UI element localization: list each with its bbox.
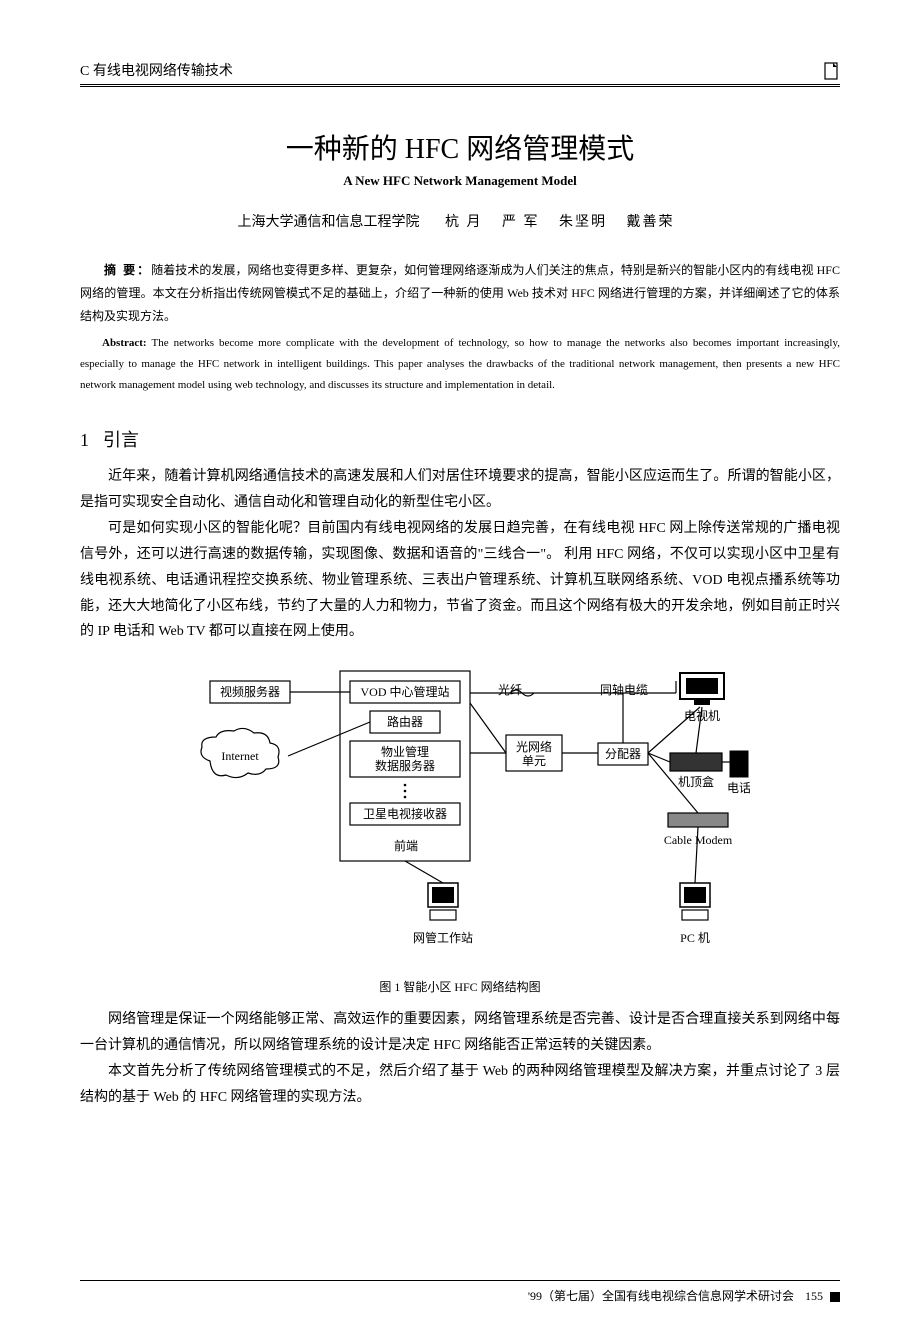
author: 严 军	[502, 215, 540, 230]
svg-text:物业管理: 物业管理	[381, 744, 429, 759]
svg-text:Internet: Internet	[221, 749, 259, 763]
svg-text:Cable Modem: Cable Modem	[664, 833, 733, 847]
paper-title-en: A New HFC Network Management Model	[80, 173, 840, 189]
header-category: C 有线电视网络传输技术	[80, 60, 233, 80]
affiliation: 上海大学通信和信息工程学院	[238, 215, 420, 230]
svg-text:网管工作站: 网管工作站	[413, 930, 473, 945]
author: 杭 月	[445, 215, 483, 230]
section-number: 1	[80, 430, 89, 450]
svg-text:卫星电视接收器: 卫星电视接收器	[363, 806, 447, 821]
svg-text:分配器: 分配器	[605, 747, 641, 761]
svg-text:机顶盒: 机顶盒	[678, 774, 714, 789]
svg-text:光纤: 光纤	[498, 683, 522, 697]
svg-text:电话: 电话	[727, 781, 750, 795]
abstract-en-label: Abstract:	[102, 337, 147, 349]
svg-text:光网络: 光网络	[516, 739, 552, 754]
body-paragraph: 本文首先分析了传统网络管理模式的不足，然后介绍了基于 Web 的两种网络管理模型…	[80, 1059, 840, 1111]
svg-text:单元: 单元	[522, 754, 546, 768]
section-title: 引言	[103, 430, 139, 450]
abstract-cn: 摘 要：随着技术的发展，网络也变得更多样、更复杂，如何管理网络逐渐成为人们关注的…	[80, 259, 840, 327]
page-footer: '99（第七届）全国有线电视综合信息网学术研讨会 155	[80, 1280, 840, 1304]
abstract-cn-label: 摘 要：	[104, 263, 151, 277]
figure-1: 视频服务器 VOD 中心管理站路由器卫星电视接收器 分配器 物业管理数据服务器 光网络单…	[80, 663, 840, 968]
svg-text:路由器: 路由器	[387, 714, 423, 729]
abstract-en-body: The networks become more complicate with…	[80, 337, 840, 391]
abstract-cn-body: 随着技术的发展，网络也变得更多样、更复杂，如何管理网络逐渐成为人们关注的焦点，特…	[80, 263, 840, 323]
paper-title-cn: 一种新的 HFC 网络管理模式	[80, 127, 840, 167]
footer-conference: '99（第七届）全国有线电视综合信息网学术研讨会	[528, 1289, 794, 1303]
figure-1-caption: 图 1 智能小区 HFC 网络结构图	[80, 978, 840, 995]
svg-text:VOD 中心管理站: VOD 中心管理站	[361, 684, 450, 699]
author: 朱坚明	[559, 215, 607, 230]
svg-text:数据服务器: 数据服务器	[375, 758, 435, 773]
footer-page-number: 155	[805, 1289, 823, 1303]
svg-text:同轴电缆: 同轴电缆	[600, 682, 648, 697]
body-paragraph: 网络管理是保证一个网络能够正常、高效运作的重要因素，网络管理系统是否完善、设计是…	[80, 1007, 840, 1059]
affiliation-line: 上海大学通信和信息工程学院 杭 月 严 军 朱坚明 戴善荣	[80, 211, 840, 231]
svg-text:前端: 前端	[394, 838, 418, 853]
svg-text:视频服务器: 视频服务器	[220, 684, 280, 699]
body-paragraph: 近年来，随着计算机网络通信技术的高速发展和人们对居住环境要求的提高，智能小区应运…	[80, 464, 840, 516]
body-paragraph: 可是如何实现小区的智能化呢？目前国内有线电视网络的发展日趋完善，在有线电视 HF…	[80, 516, 840, 645]
svg-text:PC 机: PC 机	[680, 931, 710, 945]
section-heading: 1 引言	[80, 426, 840, 452]
author-list: 杭 月 严 军 朱坚明 戴善荣	[437, 215, 683, 230]
page-corner-icon	[824, 62, 840, 80]
page-marker-icon	[830, 1292, 840, 1302]
abstract-en: Abstract: The networks become more compl…	[80, 333, 840, 396]
hfc-network-diagram: 视频服务器 VOD 中心管理站路由器卫星电视接收器 分配器 物业管理数据服务器 光网络单…	[170, 663, 750, 963]
page-header: C 有线电视网络传输技术	[80, 60, 840, 87]
author: 戴善荣	[627, 215, 675, 230]
